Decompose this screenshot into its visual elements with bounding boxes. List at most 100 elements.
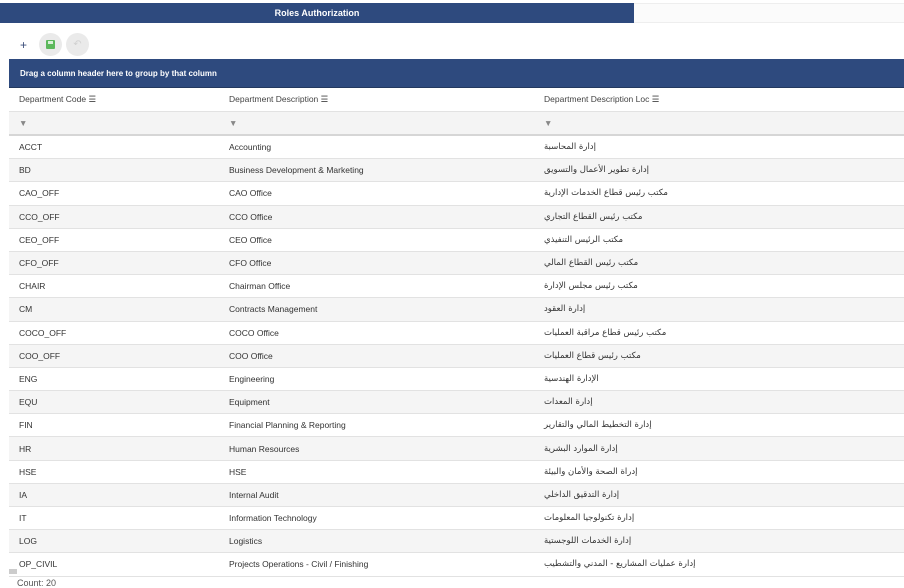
cell-code: EQU bbox=[19, 397, 38, 408]
cell-code: CEO_OFF bbox=[19, 234, 60, 245]
cell-description: HSE bbox=[229, 466, 247, 477]
cell-description: Internal Audit bbox=[229, 489, 279, 500]
cell-description-loc: إدارة الموارد البشرية bbox=[544, 443, 618, 454]
cell-description-loc: إدارة عمليات المشاريع - المدني والتشطيب bbox=[544, 559, 696, 570]
table-row[interactable]: CM Contracts Management إدارة العقود bbox=[9, 298, 904, 322]
table-row[interactable]: CHAIR Chairman Office مكتب رئيس مجلس الإدا… bbox=[9, 275, 904, 299]
table-row[interactable]: CEO_OFF CEO Office مكتب الرئيس التنفيذي bbox=[9, 229, 904, 252]
table-row[interactable]: OP_CIVIL Projects Operations - Civil / Fi… bbox=[9, 553, 904, 577]
cell-description: COCO Office bbox=[229, 327, 279, 338]
table-row[interactable]: FIN Financial Planning & Reporting إدارة ا… bbox=[9, 414, 904, 438]
cell-code: OP_CIVIL bbox=[19, 559, 58, 570]
group-panel-text: Drag a column header here to group by th… bbox=[20, 68, 217, 78]
filter-icon[interactable]: ▼ bbox=[19, 118, 28, 128]
cell-description-loc: إدارة التخطيط المالي والتقارير bbox=[544, 420, 652, 431]
title-bar-filler bbox=[634, 3, 904, 23]
table-row[interactable]: EQU Equipment إدارة المعدات bbox=[9, 391, 904, 415]
add-button[interactable]: + bbox=[19, 37, 27, 52]
cell-description-loc: إدراة الصحة والأمان والبيئة bbox=[544, 466, 638, 477]
cell-description-loc: إدارة تكنولوجيا المعلومات bbox=[544, 513, 635, 524]
table-row[interactable]: COCO_OFF COCO Office مكتب رئيس قطاع مراقبة… bbox=[9, 322, 904, 345]
cell-description: Contracts Management bbox=[229, 304, 318, 315]
cell-code: CFO_OFF bbox=[19, 258, 59, 269]
cell-description: CAO Office bbox=[229, 188, 272, 199]
cell-description: COO Office bbox=[229, 350, 273, 361]
table-row[interactable]: ENG Engineering الإدارة الهندسية bbox=[9, 368, 904, 392]
cell-code: CHAIR bbox=[19, 281, 46, 292]
cell-description-loc: إدارة الخدمات اللوجستية bbox=[544, 536, 632, 547]
header-row: Department Code ☰ Department Description… bbox=[9, 88, 904, 112]
cell-description-loc: مكتب رئيس قطاع العمليات bbox=[544, 350, 641, 361]
undo-button[interactable]: ↶ bbox=[66, 33, 89, 56]
cell-description-loc: إدارة المعدات bbox=[544, 397, 593, 408]
cell-code: COCO_OFF bbox=[19, 327, 67, 338]
cell-description: Human Resources bbox=[229, 443, 300, 454]
group-panel[interactable]: Drag a column header here to group by th… bbox=[9, 59, 904, 88]
cell-description-loc: مكتب رئيس القطاع التجاري bbox=[544, 211, 643, 222]
save-button[interactable] bbox=[39, 33, 62, 56]
cell-code: ENG bbox=[19, 373, 38, 384]
table-row[interactable]: HR Human Resources إدارة الموارد البشرية bbox=[9, 437, 904, 461]
cell-description-loc: إدارة التدقيق الداخلي bbox=[544, 489, 620, 500]
filter-icon[interactable]: ▼ bbox=[544, 118, 553, 128]
cell-description: Business Development & Marketing bbox=[229, 165, 364, 176]
cell-description: CCO Office bbox=[229, 211, 273, 222]
cell-code: CCO_OFF bbox=[19, 211, 60, 222]
cell-description-loc: مكتب الرئيس التنفيذي bbox=[544, 234, 624, 245]
record-count: Count: 20 bbox=[17, 578, 57, 588]
save-icon bbox=[46, 40, 55, 49]
cell-description-loc: مكتب رئيس قطاع الخدمات الإدارية bbox=[544, 188, 668, 199]
cell-code: HR bbox=[19, 443, 32, 454]
cell-code: ACCT bbox=[19, 142, 43, 153]
filter-icon[interactable]: ▼ bbox=[229, 118, 238, 128]
table-row[interactable]: ACCT Accounting إدارة المحاسبة bbox=[9, 136, 904, 160]
table-row[interactable]: CCO_OFF CCO Office مكتب رئيس القطاع التجار… bbox=[9, 205, 904, 229]
cell-description: Information Technology bbox=[229, 513, 317, 524]
column-header-description[interactable]: Department Description ☰ bbox=[229, 94, 329, 104]
sort-icon[interactable]: ☰ bbox=[651, 94, 660, 104]
toolbar: + ↶ bbox=[12, 33, 89, 56]
cell-description-loc: مكتب رئيس القطاع المالي bbox=[544, 258, 639, 269]
cell-description: Equipment bbox=[229, 397, 270, 408]
table-row[interactable]: IA Internal Audit إدارة التدقيق الداخلي bbox=[9, 483, 904, 507]
cell-code: CAO_OFF bbox=[19, 188, 60, 199]
table-row[interactable]: HSE HSE إدراة الصحة والأمان والبيئة bbox=[9, 461, 904, 484]
sort-icon[interactable]: ☰ bbox=[88, 94, 97, 104]
cell-description: Financial Planning & Reporting bbox=[229, 420, 346, 431]
cell-description: CFO Office bbox=[229, 258, 272, 269]
table-row[interactable]: CFO_OFF CFO Office مكتب رئيس القطاع المالي bbox=[9, 251, 904, 276]
cell-code: FIN bbox=[19, 420, 33, 431]
cell-description-loc: الإدارة الهندسية bbox=[544, 373, 599, 384]
cell-description-loc: مكتب رئيس قطاع مراقبة العمليات bbox=[544, 327, 667, 338]
cell-code: CM bbox=[19, 304, 33, 315]
column-header-code[interactable]: Department Code ☰ bbox=[19, 94, 97, 104]
sort-icon[interactable]: ☰ bbox=[320, 94, 329, 104]
filter-row: ▼ ▼ ▼ bbox=[9, 112, 904, 136]
title-text: Roles Authorization bbox=[274, 8, 360, 18]
cell-code: HSE bbox=[19, 466, 37, 477]
cell-description-loc: إدارة تطوير الأعمال والتسويق bbox=[544, 165, 649, 176]
cell-description: Accounting bbox=[229, 142, 272, 153]
cell-code: COO_OFF bbox=[19, 350, 61, 361]
table-row[interactable]: LOG Logistics إدارة الخدمات اللوجستية bbox=[9, 530, 904, 554]
cell-code: LOG bbox=[19, 536, 37, 547]
cell-description: Chairman Office bbox=[229, 281, 291, 292]
cell-code: BD bbox=[19, 165, 31, 176]
table-row[interactable]: IT Information Technology إدارة تكنولوجيا … bbox=[9, 507, 904, 531]
cell-description-loc: مكتب رئيس مجلس الإدارة bbox=[544, 281, 638, 292]
cell-description-loc: إدارة المحاسبة bbox=[544, 142, 596, 153]
undo-icon: ↶ bbox=[73, 39, 82, 50]
cell-description: Logistics bbox=[229, 536, 263, 547]
table-row[interactable]: BD Business Development & Marketing إدارة … bbox=[9, 159, 904, 183]
table-row[interactable]: CAO_OFF CAO Office مكتب رئيس قطاع الخدمات … bbox=[9, 182, 904, 206]
page-title: Roles Authorization bbox=[0, 3, 634, 23]
column-header-description-loc[interactable]: Department Description Loc ☰ bbox=[544, 94, 660, 104]
cell-description: CEO Office bbox=[229, 234, 272, 245]
scrollbar[interactable] bbox=[9, 569, 17, 574]
cell-description: Engineering bbox=[229, 373, 275, 384]
cell-code: IA bbox=[19, 489, 28, 500]
table-row[interactable]: COO_OFF COO Office مكتب رئيس قطاع العمليات bbox=[9, 344, 904, 368]
cell-description-loc: إدارة العقود bbox=[544, 304, 586, 315]
data-grid: Department Code ☰ Department Description… bbox=[9, 88, 904, 577]
cell-code: IT bbox=[19, 513, 27, 524]
